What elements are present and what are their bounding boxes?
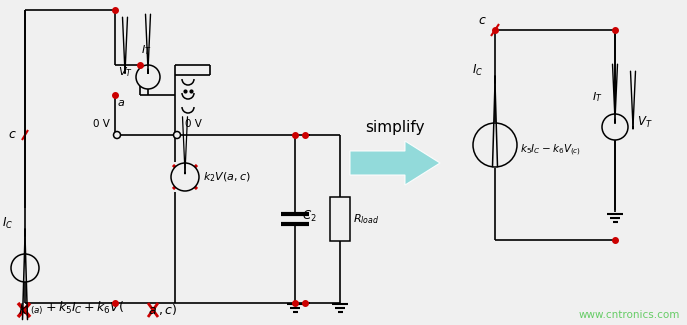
- Text: a: a: [118, 98, 125, 108]
- Circle shape: [174, 132, 181, 138]
- Text: +: +: [24, 262, 34, 272]
- Text: $a$: $a$: [148, 304, 157, 317]
- FancyBboxPatch shape: [330, 197, 350, 241]
- Circle shape: [473, 123, 517, 167]
- Text: $R_{load}$: $R_{load}$: [353, 212, 379, 226]
- Text: $V_T$: $V_T$: [637, 114, 653, 130]
- Circle shape: [136, 65, 160, 89]
- Text: www.cntronics.com: www.cntronics.com: [578, 310, 680, 320]
- Text: $I_T$: $I_T$: [592, 90, 602, 104]
- Text: $C_2$: $C_2$: [302, 208, 317, 224]
- Text: $_{(a)}+k_5I_C+k_6V($: $_{(a)}+k_5I_C+k_6V($: [30, 300, 124, 317]
- Text: $k_2 V(a,c)$: $k_2 V(a,c)$: [203, 170, 251, 184]
- Text: $I_C$: $I_C$: [2, 215, 13, 230]
- Text: c: c: [478, 14, 485, 27]
- Text: c: c: [8, 128, 15, 141]
- Text: $k$: $k$: [18, 302, 28, 317]
- Text: $V_T$: $V_T$: [117, 65, 133, 79]
- Circle shape: [171, 163, 199, 191]
- Text: +: +: [493, 123, 504, 136]
- Circle shape: [11, 254, 39, 282]
- Text: 0 V: 0 V: [93, 119, 110, 129]
- Polygon shape: [350, 141, 440, 185]
- Text: $k_5I_C-k_6V_{(c)}$: $k_5I_C-k_6V_{(c)}$: [520, 142, 581, 158]
- Text: $I_T$: $I_T$: [141, 43, 151, 57]
- Circle shape: [113, 132, 120, 138]
- Circle shape: [602, 114, 628, 140]
- Text: $I_C$: $I_C$: [472, 62, 483, 78]
- Text: simplify: simplify: [365, 120, 425, 135]
- Text: $,c)$: $,c)$: [158, 302, 177, 317]
- Text: 0 V: 0 V: [185, 119, 202, 129]
